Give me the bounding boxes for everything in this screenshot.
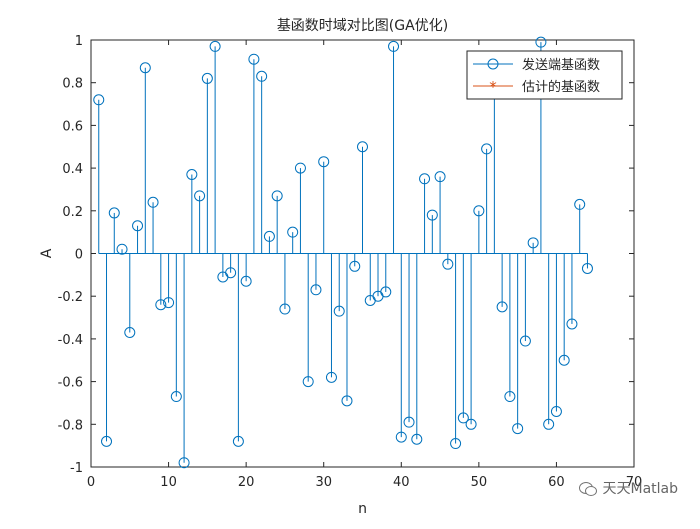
stem-marker <box>155 299 167 311</box>
stem-marker <box>450 438 462 450</box>
stem-marker <box>116 243 128 255</box>
stem-marker <box>263 230 275 242</box>
stem-marker <box>403 416 415 428</box>
watermark-text: 天天Matlab <box>602 481 678 497</box>
stem-marker <box>465 418 477 430</box>
stem-marker <box>232 435 244 447</box>
stem-marker <box>108 207 120 219</box>
stem-marker <box>194 190 206 202</box>
x-axis-label: n <box>358 501 367 517</box>
stem-marker <box>93 94 105 106</box>
x-tick-label: 70 <box>626 475 643 490</box>
watermark: 天天Matlab <box>579 478 678 498</box>
stem-marker <box>566 318 578 330</box>
stem-marker <box>558 354 570 366</box>
y-tick-label: 0 <box>75 248 83 263</box>
y-tick-label: -0.2 <box>58 290 83 305</box>
legend-label-1: 发送端基函数 <box>522 57 600 73</box>
legend-label-2: 估计的基函数 <box>522 79 600 95</box>
stem-marker <box>496 301 508 313</box>
stem-marker <box>426 209 438 221</box>
x-tick-label: 50 <box>471 475 488 490</box>
stem-marker <box>256 70 268 82</box>
stem-marker <box>473 205 485 217</box>
x-tick-label: 60 <box>548 475 565 490</box>
stem-marker <box>325 371 337 383</box>
stem-marker <box>186 169 198 181</box>
stem-marker <box>318 156 330 168</box>
stem-marker <box>574 198 586 210</box>
y-tick-label: -1 <box>70 461 83 476</box>
x-tick-label: 0 <box>87 475 95 490</box>
stem-marker <box>124 326 136 338</box>
y-tick-label: 1 <box>75 34 83 49</box>
stem-marker <box>581 262 593 274</box>
y-tick-label: 0.2 <box>62 205 83 220</box>
stem-marker <box>201 72 213 84</box>
stem-marker <box>225 267 237 279</box>
stem-marker <box>380 286 392 298</box>
stem-marker <box>132 220 144 232</box>
chart-title: 基函数时域对比图(GA优化) <box>277 17 448 34</box>
stem-marker <box>248 53 260 65</box>
stem-marker <box>271 190 283 202</box>
stem-marker <box>388 40 400 52</box>
stem-marker <box>481 143 493 155</box>
y-tick-label: 0.4 <box>62 162 83 177</box>
stem-marker <box>139 62 151 74</box>
stem-marker <box>310 284 322 296</box>
stem-marker <box>357 141 368 153</box>
stem-marker <box>287 226 299 238</box>
x-tick-label: 30 <box>315 475 332 490</box>
stem-marker <box>163 297 175 309</box>
stem-marker <box>279 303 291 315</box>
y-tick-label: -0.8 <box>58 418 83 433</box>
y-axis-label: A <box>39 248 55 258</box>
y-tick-label: 0.6 <box>62 119 83 134</box>
stem-marker <box>341 395 353 407</box>
stem-marker <box>535 36 547 48</box>
wechat-icon <box>579 481 598 496</box>
x-tick-label: 20 <box>238 475 255 490</box>
stem-marker <box>411 433 423 445</box>
stem-marker <box>240 275 252 287</box>
stem-marker <box>543 418 555 430</box>
stem-marker <box>333 305 345 317</box>
x-tick-label: 10 <box>160 475 177 490</box>
stem-marker <box>457 412 469 424</box>
y-tick-label: 0.8 <box>62 77 83 92</box>
stem-marker <box>349 260 361 272</box>
x-tick-label: 40 <box>393 475 410 490</box>
stem-marker <box>395 431 407 443</box>
stem-marker <box>170 391 182 403</box>
stem-marker <box>442 258 454 270</box>
stem-marker <box>294 162 306 174</box>
stem-marker <box>512 423 524 435</box>
stem-marker <box>209 40 221 52</box>
stem-marker <box>504 391 516 403</box>
stem-marker <box>419 173 431 185</box>
legend-box <box>466 50 623 100</box>
stem-marker <box>101 435 113 447</box>
stem-marker <box>550 405 562 417</box>
stem-marker <box>434 171 446 183</box>
stem-marker <box>527 237 539 249</box>
legend-marker-1 <box>487 58 499 70</box>
stem-marker <box>519 335 531 347</box>
stem-marker <box>302 376 314 388</box>
legend-marker-2: * <box>489 78 497 96</box>
y-tick-label: -0.6 <box>58 376 83 391</box>
y-tick-label: -0.4 <box>58 333 83 348</box>
stem-marker <box>147 196 159 208</box>
stem-marker <box>178 457 190 469</box>
